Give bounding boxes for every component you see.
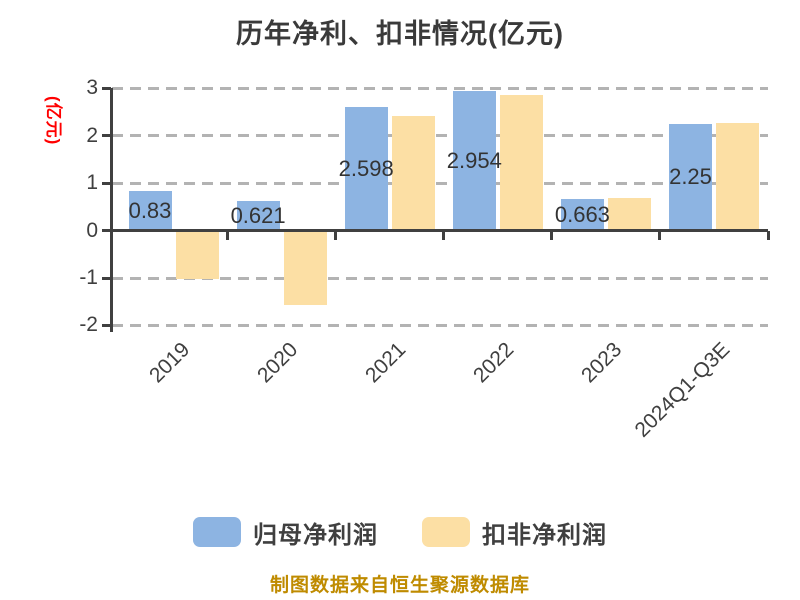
bar-value-label-2022: 2.954	[446, 147, 502, 173]
y-tick-label-3: 3	[86, 76, 98, 100]
net-profit-bar-2021	[344, 107, 388, 231]
gridline-y-2	[112, 134, 768, 138]
y-tick-mark-0	[102, 229, 111, 233]
gridline-y-3	[112, 86, 768, 90]
x-tick-mark-6	[766, 231, 770, 240]
y-tick-label--1: -1	[79, 266, 98, 289]
y-tick-mark-2	[102, 134, 111, 138]
legend-label-nonrecurring-profit: 扣非净利润	[482, 521, 607, 549]
legend-item-net-profit: 归母净利润	[193, 515, 378, 550]
legend-swatch-net-profit	[193, 517, 241, 547]
y-tick-label-1: 1	[86, 171, 98, 195]
x-tick-mark-4	[550, 231, 554, 240]
chart-title: 历年净利、扣非情况(亿元)	[236, 19, 564, 49]
net-profit-bar-2019	[128, 191, 172, 231]
y-tick-label-2: 2	[86, 123, 98, 147]
y-tick-label-0: 0	[86, 218, 98, 242]
x-axis-label-2024Q1-Q3E: 2024Q1-Q3E	[630, 338, 735, 442]
x-axis-label-2022: 2022	[468, 338, 519, 388]
y-tick-mark--1	[102, 276, 111, 280]
y-tick-mark-3	[102, 86, 111, 90]
bar-value-label-2020: 0.621	[230, 202, 286, 228]
plot-area: 0.83 0.621 2.598 2.954 0.663 2.25	[112, 86, 768, 327]
y-tick-label--2: -2	[79, 313, 98, 337]
x-tick-mark-2	[334, 231, 338, 240]
legend-label-net-profit: 归母净利润	[253, 521, 378, 549]
gridline-y-1	[112, 181, 768, 185]
nonrecurring-bar-2020	[283, 232, 327, 305]
x-tick-mark-5	[658, 231, 662, 240]
bar-value-label-2019: 0.83	[128, 197, 172, 223]
x-axis-label-2023: 2023	[576, 338, 627, 388]
net-profit-bar-2023	[560, 199, 604, 231]
nonrecurring-bar-2019	[175, 232, 219, 280]
legend-swatch-nonrecurring-profit	[422, 517, 470, 547]
gridline-y--1	[112, 276, 768, 280]
x-axis-label-2019: 2019	[144, 338, 194, 388]
y-tick-mark-1	[102, 181, 111, 185]
legend: 归母净利润 扣非净利润	[0, 514, 800, 550]
net-profit-bar-2020	[236, 201, 280, 231]
bar-value-label-2021: 2.598	[338, 156, 394, 182]
x-axis-label-2020: 2020	[252, 338, 302, 388]
data-source-footer: 制图数据来自恒生聚源数据库	[269, 575, 530, 596]
nonrecurring-bar-2022	[499, 94, 543, 231]
bar-value-label-2023: 0.663	[554, 201, 610, 227]
y-axis-spine	[110, 88, 113, 332]
x-axis-label-2021: 2021	[360, 338, 410, 388]
nonrecurring-bar-2024Q1-Q3E	[716, 122, 759, 231]
legend-item-nonrecurring-profit: 扣非净利润	[422, 515, 607, 550]
nonrecurring-bar-2023	[607, 198, 651, 231]
net-profit-bar-2022	[452, 90, 496, 231]
net-profit-bar-2024Q1-Q3E	[669, 123, 712, 231]
y-tick-mark--2	[102, 323, 111, 327]
x-tick-mark-1	[226, 231, 230, 240]
gridline-y--2	[112, 323, 768, 327]
bar-value-label-2024Q1-Q3E: 2.25	[669, 164, 712, 190]
nonrecurring-bar-2021	[391, 116, 435, 231]
x-tick-mark-3	[442, 231, 446, 240]
x-axis-zero-line	[112, 229, 768, 232]
